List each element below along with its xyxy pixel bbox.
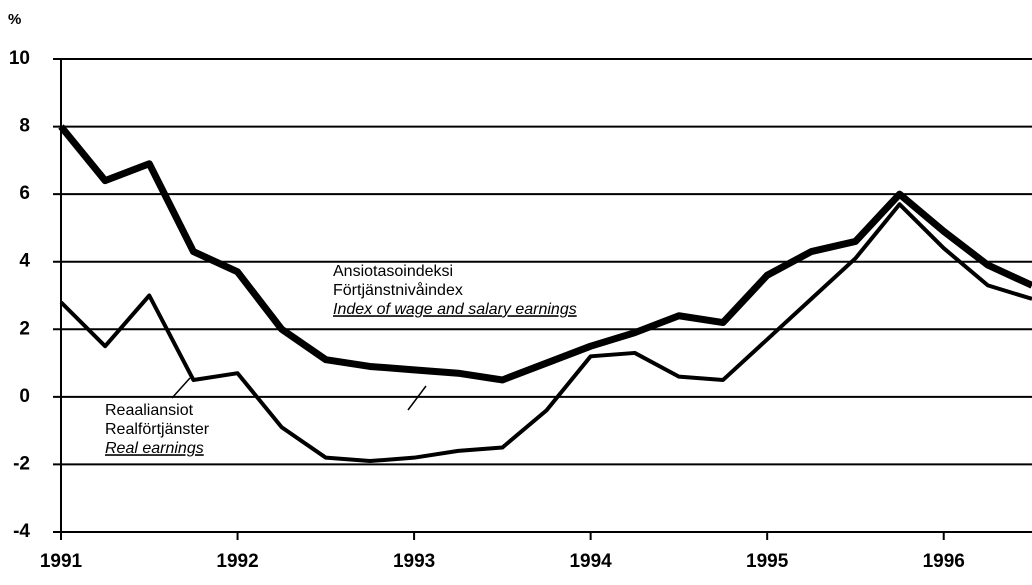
x-tick-label: 1996 [923, 551, 965, 572]
leader-line [407, 385, 427, 411]
y-tick-label: 8 [19, 116, 30, 137]
series-label: Reaaliansiot [105, 402, 194, 419]
series-label: Index of wage and salary earnings [333, 301, 577, 318]
series-label: Ansiotasoindeksi [333, 263, 453, 280]
y-tick-label: 6 [19, 183, 30, 204]
y-tick-label: -4 [13, 521, 30, 542]
series-label: Realförtjänster [105, 421, 210, 438]
leader-line [171, 377, 191, 399]
y-tick-label: 2 [19, 318, 30, 339]
x-tick-label: 1991 [40, 551, 83, 572]
x-tick-label: 1993 [393, 551, 435, 572]
x-tick-label: 1994 [569, 551, 612, 572]
x-tick-label: 1995 [746, 551, 789, 572]
series-line [58, 124, 1032, 384]
series-label: Real earnings [105, 440, 204, 457]
y-tick-label: -2 [13, 453, 30, 474]
y-axis-label: % [8, 11, 21, 28]
series-line [59, 202, 1032, 464]
y-tick-label: 4 [19, 251, 30, 272]
y-tick-label: 0 [19, 386, 30, 407]
y-tick-label: 10 [9, 48, 30, 69]
x-tick-label: 1992 [216, 551, 258, 572]
series-label: Förtjänstnivåindex [333, 281, 463, 299]
